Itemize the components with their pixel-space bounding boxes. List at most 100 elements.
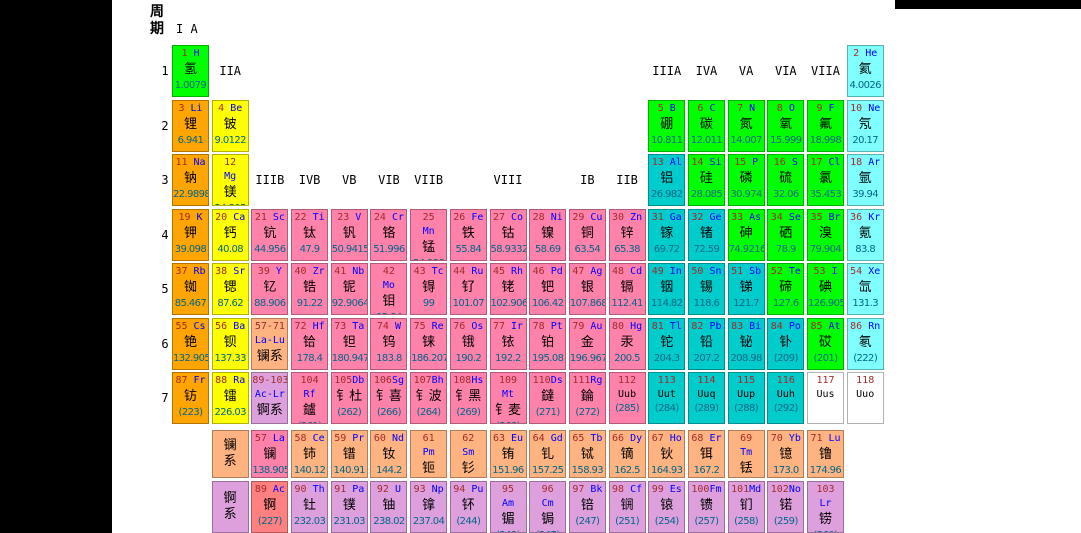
element-cell-In[interactable]: 49 In 铟 114.82 <box>648 263 686 315</box>
element-cell-Cf[interactable]: 98 Cf 锎 (251) <box>608 480 646 533</box>
element-cell-Ds[interactable]: 110Ds 鐽 (271) <box>529 372 567 424</box>
element-cell-Hf[interactable]: 72 Hf 铪 178.4 <box>291 317 329 370</box>
element-cell-Rb[interactable]: 37 Rb 铷 85.467 <box>172 263 209 315</box>
element-cell-Uup[interactable]: 115 Uup (288) <box>727 372 765 424</box>
element-cell-U[interactable]: 92 U 铀 238.02 <box>370 480 408 533</box>
element-cell-Ac[interactable]: 89 Ac 锕 (227) <box>251 480 289 533</box>
element-cell-Mt[interactable]: 109 Mt 钅麦 (268) <box>489 372 527 424</box>
element-cell-Ga[interactable]: 31 Ga 镓 69.72 <box>648 208 686 261</box>
element-cell-Fr[interactable]: 87 Fr 钫 (223) <box>172 372 209 424</box>
element-cell-At[interactable]: 85 At 砹 (201) <box>807 317 844 370</box>
element-cell-Be[interactable]: 4 Be 铍 9.0122 <box>211 99 249 152</box>
element-cell-Am[interactable]: 95 Am 镅 (243) <box>489 480 527 533</box>
element-cell-Uuq[interactable]: 114 Uuq (289) <box>687 372 725 424</box>
element-cell-Mn[interactable]: 25 Mn 锰 54.938 <box>410 208 448 261</box>
element-cell-Pr[interactable]: 59 Pr 镨 140.91 <box>330 430 368 478</box>
element-cell-Ru[interactable]: 44 Ru 钌 101.07 <box>449 263 487 315</box>
element-cell-La[interactable]: 57 La 镧 138.905 <box>251 430 289 478</box>
element-cell-Np[interactable]: 93 Np 镎 237.04 <box>410 480 448 533</box>
element-cell-W[interactable]: 74 W 钨 183.8 <box>370 317 408 370</box>
element-cell-Sg[interactable]: 106Sg 钅喜 (266) <box>370 372 408 424</box>
element-cell-Mg[interactable]: 12 Mg 镁 24.305 <box>211 154 249 206</box>
element-cell-Os[interactable]: 76 Os 锇 190.2 <box>449 317 487 370</box>
element-cell-Pa[interactable]: 91 Pa 镤 231.03 <box>330 480 368 533</box>
element-cell-Md[interactable]: 101Md 钔 (258) <box>727 480 765 533</box>
element-cell-Ag[interactable]: 47 Ag 银 107.868 <box>568 263 606 315</box>
element-cell-Ne[interactable]: 10 Ne 氖 20.17 <box>846 99 884 152</box>
element-cell-Sc[interactable]: 21 Sc 钪 44.956 <box>251 208 289 261</box>
element-cell-Rg[interactable]: 111Rg 錀 (272) <box>568 372 606 424</box>
element-cell-Ba[interactable]: 56 Ba 钡 137.33 <box>211 317 249 370</box>
element-cell-Fm[interactable]: 100Fm 镄 (257) <box>687 480 725 533</box>
element-cell-B[interactable]: 5 B 硼 10.811 <box>648 99 686 152</box>
element-cell-Ar[interactable]: 18 Ar 氩 39.94 <box>846 154 884 206</box>
element-cell-Dy[interactable]: 66 Dy 镝 162.5 <box>608 430 646 478</box>
element-cell-Br[interactable]: 35 Br 溴 79.904 <box>807 208 844 261</box>
element-cell-Ca[interactable]: 20 Ca 钙 40.08 <box>211 208 249 261</box>
element-cell-Ir[interactable]: 77 Ir 铱 192.2 <box>489 317 527 370</box>
element-cell-Lr[interactable]: 103 Lr 铹 (260) <box>807 480 844 533</box>
element-cell-Db[interactable]: 105Db 钅杜 (262) <box>330 372 368 424</box>
element-cell-Ho[interactable]: 67 Ho 钬 164.93 <box>648 430 686 478</box>
element-cell-Te[interactable]: 52 Te 碲 127.6 <box>767 263 805 315</box>
element-cell-Uuh[interactable]: 116 Uuh (292) <box>767 372 805 424</box>
element-cell-Cl[interactable]: 17 Cl 氯 35.453 <box>807 154 844 206</box>
element-cell-P[interactable]: 15 P 磷 30.974 <box>727 154 765 206</box>
element-cell-I[interactable]: 53 I 碘 126.905 <box>807 263 844 315</box>
element-cell-Gd[interactable]: 64 Gd 钆 157.25 <box>529 430 567 478</box>
element-cell-Si[interactable]: 14 Si 硅 28.085 <box>687 154 725 206</box>
element-cell-Sr[interactable]: 38 Sr 锶 87.62 <box>211 263 249 315</box>
element-cell-Eu[interactable]: 63 Eu 铕 151.96 <box>489 430 527 478</box>
element-cell-Nd[interactable]: 60 Nd 钕 144.2 <box>370 430 408 478</box>
element-cell-Fe[interactable]: 26 Fe 铁 55.84 <box>449 208 487 261</box>
element-cell-Bh[interactable]: 107Bh 钅波 (264) <box>410 372 448 424</box>
element-cell-C[interactable]: 6 C 碳 12.011 <box>687 99 725 152</box>
element-cell-Kr[interactable]: 36 Kr 氪 83.8 <box>846 208 884 261</box>
element-cell-F[interactable]: 9 F 氟 18.998 <box>807 99 844 152</box>
element-cell-Hg[interactable]: 80 Hg 汞 200.5 <box>608 317 646 370</box>
element-cell-Zn[interactable]: 30 Zn 锌 65.38 <box>608 208 646 261</box>
element-cell-Rf[interactable]: 104 Rf 鑪 (261) <box>291 372 329 424</box>
element-cell-Hs[interactable]: 108Hs 钅黑 (269) <box>449 372 487 424</box>
element-cell-N[interactable]: 7 N 氮 14.007 <box>727 99 765 152</box>
element-cell-Zr[interactable]: 40 Zr 锆 91.22 <box>291 263 329 315</box>
element-cell-Po[interactable]: 84 Po 钋 (209) <box>767 317 805 370</box>
element-cell-Pm[interactable]: 61Pm钷147 <box>410 430 448 478</box>
element-cell-Es[interactable]: 99 Es 锿 (254) <box>648 480 686 533</box>
element-cell-Sb[interactable]: 51 Sb 锑 121.7 <box>727 263 765 315</box>
element-cell-V[interactable]: 23 V 钒 50.9415 <box>330 208 368 261</box>
element-cell-Cs[interactable]: 55 Cs 铯 132.905 <box>172 317 209 370</box>
element-cell-Uuo[interactable]: 118 Uuo <box>846 372 884 424</box>
element-cell-No[interactable]: 102No 锘 (259) <box>767 480 805 533</box>
element-cell-O[interactable]: 8 O 氧 15.999 <box>767 99 805 152</box>
element-cell-Bk[interactable]: 97 Bk 锫 (247) <box>568 480 606 533</box>
element-cell-Ac-Lr[interactable]: 89-103 Ac-Lr 锕系 <box>251 372 289 424</box>
element-cell-Pu[interactable]: 94 Pu 钚 (244) <box>449 480 487 533</box>
element-cell-H[interactable]: 1 H 氢 1.0079 <box>172 45 209 97</box>
element-cell-Au[interactable]: 79 Au 金 196.967 <box>568 317 606 370</box>
element-cell-Uus[interactable]: 117 Uus <box>807 372 844 424</box>
element-cell-Mo[interactable]: 42 Mo 钼 95.94 <box>370 263 408 315</box>
element-cell-Er[interactable]: 68 Er 铒 167.2 <box>687 430 725 478</box>
element-cell-Pt[interactable]: 78 Pt 铂 195.08 <box>529 317 567 370</box>
element-cell-Al[interactable]: 13 Al 铝 26.982 <box>648 154 686 206</box>
element-cell-Co[interactable]: 27 Co 钴 58.9332 <box>489 208 527 261</box>
element-cell-Cd[interactable]: 48 Cd 镉 112.41 <box>608 263 646 315</box>
element-cell-As[interactable]: 33 As 砷 74.9216 <box>727 208 765 261</box>
element-cell-Ti[interactable]: 22 Ti 钛 47.9 <box>291 208 329 261</box>
element-cell-Sn[interactable]: 50 Sn 锡 118.6 <box>687 263 725 315</box>
element-cell-Se[interactable]: 34 Se 硒 78.9 <box>767 208 805 261</box>
element-cell-Uut[interactable]: 113 Uut (284) <box>648 372 686 424</box>
element-cell-Nb[interactable]: 41 Nb 铌 92.9064 <box>330 263 368 315</box>
element-cell-Pd[interactable]: 46 Pd 钯 106.42 <box>529 263 567 315</box>
element-cell-K[interactable]: 19 K 钾 39.098 <box>172 208 209 261</box>
element-cell-Th[interactable]: 90 Th 钍 232.03 <box>291 480 329 533</box>
element-cell-Yb[interactable]: 70 Yb 镱 173.0 <box>767 430 805 478</box>
element-cell-Ni[interactable]: 28 Ni 镍 58.69 <box>529 208 567 261</box>
element-cell-Lu[interactable]: 71 Lu 镥 174.96 <box>807 430 844 478</box>
element-cell-Pb[interactable]: 82 Pb 铅 207.2 <box>687 317 725 370</box>
element-cell-La-Lu[interactable]: 57-71 La-Lu 镧系 <box>251 317 289 370</box>
element-cell-Tb[interactable]: 65 Tb 铽 158.93 <box>568 430 606 478</box>
element-cell-Cu[interactable]: 29 Cu 铜 63.54 <box>568 208 606 261</box>
element-cell-Cr[interactable]: 24 Cr 铬 51.996 <box>370 208 408 261</box>
